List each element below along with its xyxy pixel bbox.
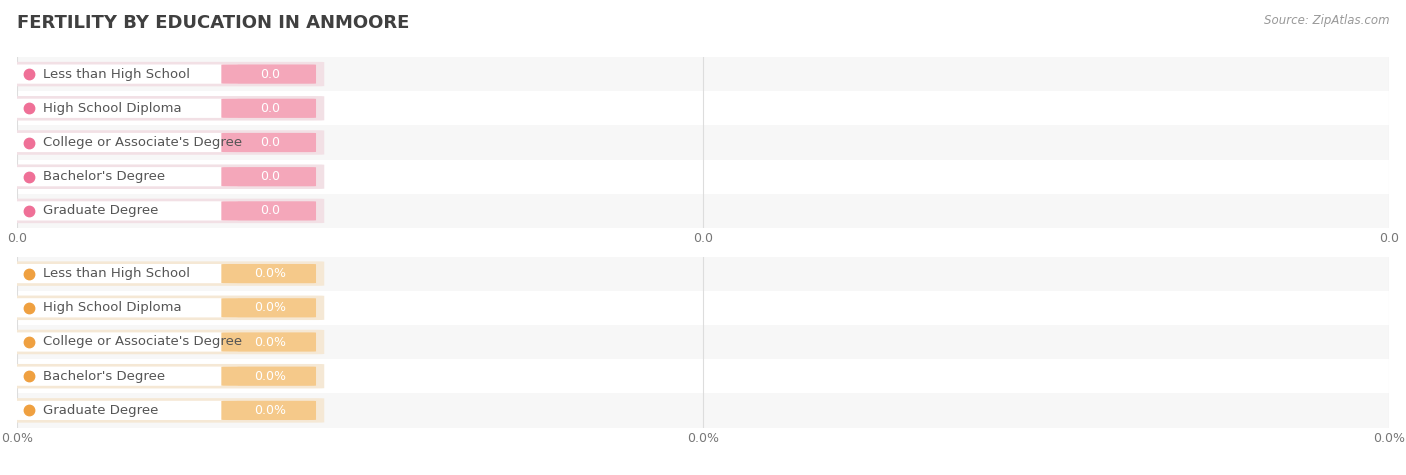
Text: 0.0: 0.0	[260, 204, 280, 218]
FancyBboxPatch shape	[221, 99, 316, 118]
FancyBboxPatch shape	[7, 295, 325, 320]
FancyBboxPatch shape	[221, 65, 316, 84]
FancyBboxPatch shape	[15, 298, 238, 317]
FancyBboxPatch shape	[7, 62, 325, 86]
Text: Less than High School: Less than High School	[44, 67, 190, 81]
FancyBboxPatch shape	[15, 201, 238, 220]
Text: Bachelor's Degree: Bachelor's Degree	[44, 170, 165, 183]
Bar	[17, 57, 1389, 91]
FancyBboxPatch shape	[7, 199, 325, 223]
Bar	[17, 194, 1389, 228]
Bar	[17, 325, 1389, 359]
FancyBboxPatch shape	[15, 264, 238, 283]
FancyBboxPatch shape	[7, 164, 325, 189]
Text: 0.0%: 0.0%	[254, 404, 285, 417]
Text: 0.0%: 0.0%	[254, 301, 285, 314]
Text: College or Associate's Degree: College or Associate's Degree	[44, 136, 242, 149]
Bar	[17, 160, 1389, 194]
Bar	[17, 359, 1389, 393]
Text: 0.0%: 0.0%	[254, 370, 285, 383]
Text: FERTILITY BY EDUCATION IN ANMOORE: FERTILITY BY EDUCATION IN ANMOORE	[17, 14, 409, 32]
Bar	[17, 393, 1389, 428]
FancyBboxPatch shape	[221, 167, 316, 186]
FancyBboxPatch shape	[221, 332, 316, 352]
FancyBboxPatch shape	[7, 261, 325, 286]
Text: Source: ZipAtlas.com: Source: ZipAtlas.com	[1264, 14, 1389, 27]
Bar	[17, 256, 1389, 291]
FancyBboxPatch shape	[7, 130, 325, 155]
FancyBboxPatch shape	[15, 367, 238, 386]
Bar	[17, 291, 1389, 325]
FancyBboxPatch shape	[221, 401, 316, 420]
Text: High School Diploma: High School Diploma	[44, 301, 181, 314]
Text: High School Diploma: High School Diploma	[44, 102, 181, 115]
Text: Graduate Degree: Graduate Degree	[44, 404, 159, 417]
Text: College or Associate's Degree: College or Associate's Degree	[44, 335, 242, 349]
FancyBboxPatch shape	[15, 65, 238, 84]
Text: Less than High School: Less than High School	[44, 267, 190, 280]
Text: Bachelor's Degree: Bachelor's Degree	[44, 370, 165, 383]
FancyBboxPatch shape	[7, 96, 325, 121]
Text: 0.0%: 0.0%	[254, 267, 285, 280]
FancyBboxPatch shape	[15, 99, 238, 118]
FancyBboxPatch shape	[221, 298, 316, 317]
Text: 0.0: 0.0	[260, 67, 280, 81]
FancyBboxPatch shape	[7, 398, 325, 423]
FancyBboxPatch shape	[15, 167, 238, 186]
FancyBboxPatch shape	[15, 332, 238, 352]
FancyBboxPatch shape	[221, 201, 316, 220]
FancyBboxPatch shape	[15, 401, 238, 420]
FancyBboxPatch shape	[15, 133, 238, 152]
FancyBboxPatch shape	[7, 330, 325, 354]
Text: 0.0: 0.0	[260, 170, 280, 183]
Text: 0.0: 0.0	[260, 136, 280, 149]
Text: Graduate Degree: Graduate Degree	[44, 204, 159, 218]
Bar	[17, 125, 1389, 160]
FancyBboxPatch shape	[7, 364, 325, 389]
FancyBboxPatch shape	[221, 133, 316, 152]
Text: 0.0: 0.0	[260, 102, 280, 115]
Text: 0.0%: 0.0%	[254, 335, 285, 349]
Bar	[17, 91, 1389, 125]
FancyBboxPatch shape	[221, 367, 316, 386]
FancyBboxPatch shape	[221, 264, 316, 283]
